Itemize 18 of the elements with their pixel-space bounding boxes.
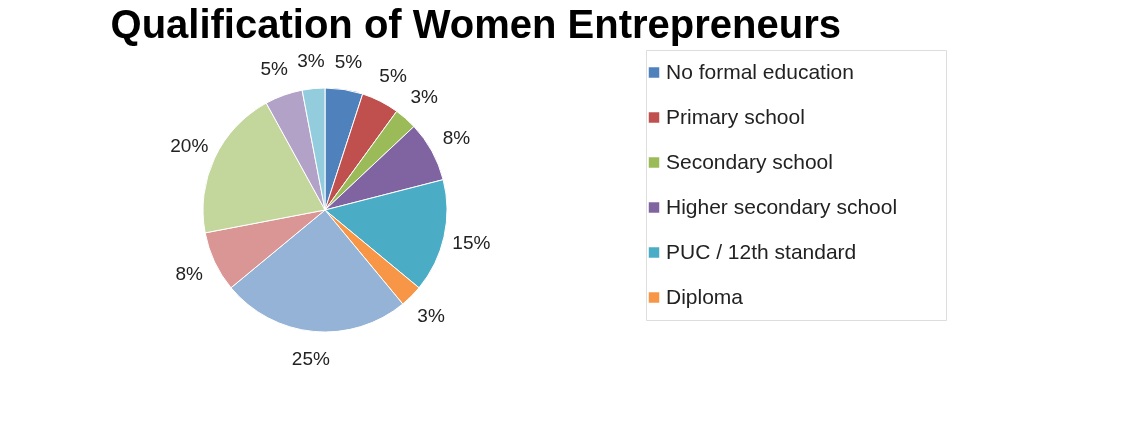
legend-label: Higher secondary school bbox=[666, 194, 898, 218]
data-label: 5% bbox=[260, 57, 289, 79]
legend-label: Diploma bbox=[666, 284, 744, 308]
data-label: 20% bbox=[170, 135, 209, 157]
data-label: 3% bbox=[297, 49, 325, 71]
data-label: 5% bbox=[379, 65, 407, 87]
data-label: 15% bbox=[452, 231, 491, 253]
data-label: 8% bbox=[442, 126, 471, 148]
data-label: 3% bbox=[410, 86, 439, 108]
data-label: 8% bbox=[175, 262, 204, 284]
legend-label: Secondary school bbox=[666, 149, 833, 173]
legend-label: No formal education bbox=[666, 59, 854, 83]
chart-title: Qualification of Women Entrepreneurs bbox=[110, 1, 841, 46]
data-label: 25% bbox=[291, 348, 330, 370]
legend-label: PUC / 12th standard bbox=[666, 239, 857, 263]
data-label: 3% bbox=[417, 305, 445, 327]
data-label: 5% bbox=[334, 50, 363, 72]
legend-label: Primary school bbox=[666, 104, 805, 128]
